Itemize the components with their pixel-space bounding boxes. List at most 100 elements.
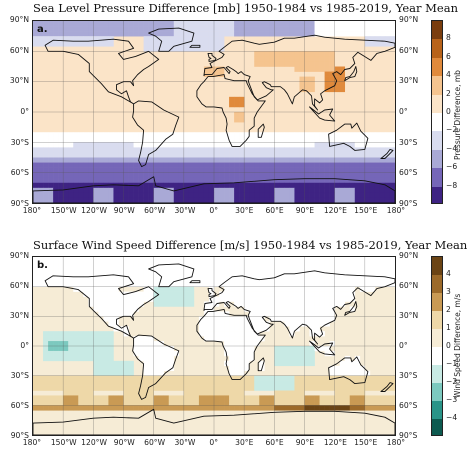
anomaly-cell: [183, 21, 190, 27]
anomaly-cell: [329, 395, 335, 401]
anomaly-cell: [48, 182, 54, 189]
anomaly-cell: [264, 26, 270, 32]
anomaly-cell: [193, 187, 200, 194]
anomaly-cell: [143, 36, 149, 42]
anomaly-cell: [264, 321, 270, 327]
anomaly-cell: [208, 21, 215, 27]
anomaly-cell: [279, 187, 285, 194]
anomaly-cell: [254, 142, 260, 148]
anomaly-cell: [234, 316, 240, 322]
coastline-australia: [328, 122, 369, 151]
anomaly-cell: [324, 71, 330, 77]
anomaly-cell: [68, 152, 74, 158]
anomaly-cell: [284, 157, 290, 163]
anomaly-cell: [83, 31, 89, 37]
anomaly-cell: [58, 266, 64, 273]
anomaly-cell: [158, 286, 165, 292]
anomaly-cell: [274, 261, 280, 268]
anomaly-cell: [113, 261, 119, 268]
anomaly-cell: [264, 291, 270, 297]
anomaly-cell: [133, 197, 139, 203]
anomaly-cell: [203, 301, 210, 307]
anomaly-cell: [369, 172, 376, 179]
anomaly-cell: [279, 56, 285, 62]
anomaly-cell: [309, 56, 315, 62]
anomaly-cell: [229, 385, 235, 391]
anomaly-cell: [58, 182, 64, 189]
anomaly-cell: [68, 182, 74, 189]
anomaly-cell: [188, 187, 195, 194]
anomaly-cell: [143, 157, 149, 163]
anomaly-cell: [259, 182, 265, 189]
anomaly-cell: [294, 187, 300, 194]
anomaly-cell: [33, 142, 39, 148]
anomaly-cell: [314, 321, 320, 327]
anomaly-cell: [178, 167, 185, 173]
anomaly-cell: [314, 375, 320, 381]
anomaly-cell: [289, 197, 295, 203]
anomaly-cell: [244, 346, 250, 352]
anomaly-cell: [229, 346, 235, 352]
anomaly-cell: [178, 172, 185, 179]
anomaly-cell: [324, 276, 330, 283]
anomaly-cell: [324, 400, 330, 406]
anomaly-cell: [68, 192, 74, 199]
anomaly-cell: [133, 390, 139, 396]
anomaly-cell: [374, 21, 381, 27]
anomaly-cell: [274, 61, 280, 67]
anomaly-cell: [173, 296, 180, 302]
anomaly-cell: [234, 321, 240, 327]
anomaly-cell: [158, 162, 165, 168]
anomaly-cell: [369, 261, 376, 268]
anomaly-cell: [299, 360, 305, 367]
anomaly-cell: [269, 261, 275, 268]
anomaly-cell: [158, 177, 165, 184]
anomaly-cell: [254, 395, 260, 401]
anomaly-cell: [239, 266, 245, 273]
anomaly-cell: [118, 405, 124, 411]
anomaly-cell: [143, 380, 149, 386]
anomaly-cell: [229, 157, 235, 163]
anomaly-cell: [133, 380, 139, 386]
anomaly-cell: [389, 187, 395, 194]
anomaly-cell: [299, 281, 305, 287]
anomaly-cell: [73, 147, 79, 153]
anomaly-cell: [299, 261, 305, 268]
anomaly-cell: [309, 51, 315, 57]
anomaly-cell: [193, 192, 200, 199]
anomaly-cell: [319, 261, 325, 268]
anomaly-cell: [163, 182, 170, 189]
anomaly-cell: [254, 157, 260, 163]
anomaly-cell: [224, 331, 230, 337]
anomaly-cell: [173, 46, 180, 52]
anomaly-cell: [173, 192, 180, 199]
anomaly-cell: [224, 281, 230, 287]
anomaly-cell: [148, 385, 154, 391]
anomaly-cell: [73, 336, 79, 342]
anomaly-cell: [163, 365, 170, 372]
anomaly-cell: [244, 326, 250, 332]
anomaly-cell: [83, 26, 89, 32]
anomaly-cell: [93, 395, 99, 401]
anomaly-cell: [234, 132, 240, 138]
anomaly-cell: [98, 152, 104, 158]
anomaly-cell: [88, 132, 94, 138]
anomaly-cell: [369, 271, 376, 278]
anomaly-cell: [148, 261, 154, 268]
anomaly-cell: [183, 266, 190, 273]
anomaly-cell: [289, 316, 295, 322]
anomaly-cell: [214, 321, 220, 327]
anomaly-cell: [314, 182, 320, 189]
anomaly-cell: [324, 257, 330, 263]
anomaly-cell: [344, 360, 351, 367]
anomaly-cell: [239, 162, 245, 168]
anomaly-cell: [118, 306, 124, 312]
anomaly-cell: [138, 405, 144, 411]
anomaly-cell: [229, 177, 235, 184]
anomaly-cell: [244, 286, 250, 292]
anomaly-cell: [143, 390, 149, 396]
anomaly-cell: [294, 177, 300, 184]
anomaly-cell: [68, 187, 74, 194]
anomaly-cell: [364, 41, 371, 47]
anomaly-cell: [219, 296, 225, 302]
